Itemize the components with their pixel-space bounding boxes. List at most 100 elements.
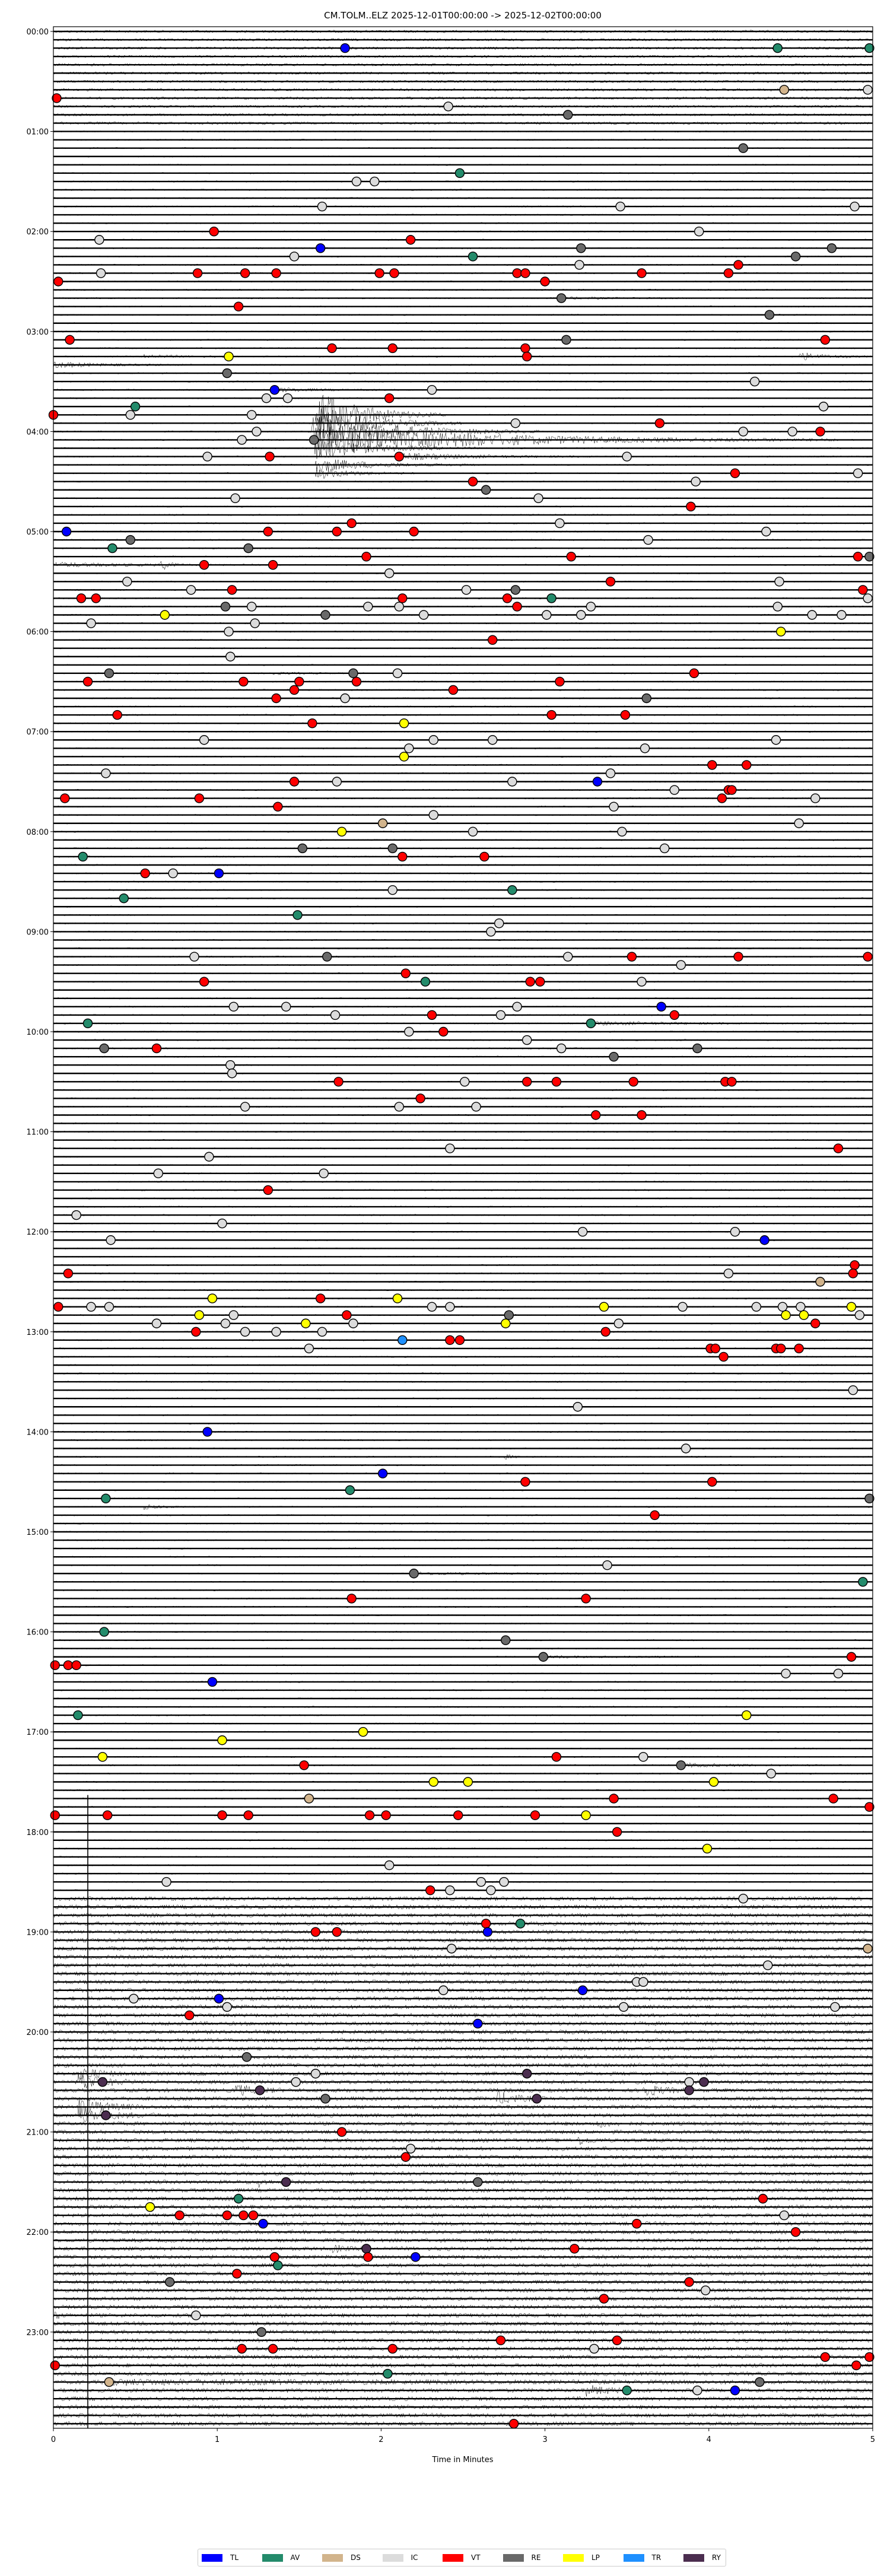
event-marker-IC (96, 268, 106, 278)
event-marker-VT (243, 1810, 253, 1820)
event-marker-LP (194, 1310, 205, 1320)
trace-row (53, 296, 873, 300)
trace-row (53, 2196, 873, 2202)
event-marker-VT (535, 977, 545, 987)
trace-row (53, 2062, 873, 2068)
event-marker-IC (467, 826, 478, 837)
event-marker-IC (694, 227, 704, 237)
event-marker-VT (828, 1793, 838, 1804)
event-marker-IC (153, 1168, 163, 1179)
trace-row (53, 714, 873, 716)
trace-row (53, 1272, 873, 1275)
event-marker-RE (125, 535, 136, 545)
trace-row (53, 1622, 873, 1625)
event-marker-IC (605, 768, 616, 778)
event-marker-DS (304, 1793, 314, 1804)
event-marker-VT (397, 851, 408, 862)
trace-row (53, 547, 873, 549)
event-marker-LP (702, 1843, 713, 1854)
legend-item-tr: TR (623, 2553, 661, 2562)
event-marker-VT (199, 560, 209, 570)
legend-label: AV (290, 2553, 300, 2562)
event-marker-IC (394, 602, 404, 612)
trace-row (53, 1239, 873, 1241)
event-marker-IC (106, 1235, 116, 1245)
event-marker-IC (738, 427, 749, 437)
event-marker-IC (291, 2077, 301, 2087)
trace-row (53, 2279, 873, 2285)
event-marker-IC (779, 2210, 790, 2221)
event-marker-IC (351, 176, 362, 187)
event-marker-IC (577, 1226, 588, 1237)
trace-row (53, 104, 873, 109)
trace-row (53, 1454, 873, 1459)
trace-row (53, 1664, 873, 1667)
trace-row (53, 2136, 873, 2145)
trace-row (53, 772, 873, 775)
legend-item-av: AV (262, 2553, 300, 2562)
event-marker-AV (467, 252, 478, 262)
event-marker-VT (53, 276, 63, 287)
event-marker-LP (599, 1302, 609, 1312)
event-marker-IC (419, 610, 429, 620)
trace-row (53, 2229, 873, 2235)
trace-row (53, 2304, 873, 2310)
trace-row (53, 1072, 873, 1074)
event-marker-IC (638, 1977, 648, 1987)
trace-row (53, 2338, 873, 2343)
trace-row (53, 1762, 873, 1768)
event-marker-IC (125, 410, 136, 420)
event-marker-RE (164, 2277, 175, 2287)
trace-row (53, 2037, 873, 2043)
event-marker-RE (576, 243, 586, 253)
trace-row (53, 138, 873, 141)
event-marker-VT (520, 268, 530, 278)
trace-row (53, 222, 873, 224)
x-tick-label: 0 (51, 2435, 56, 2444)
trace-row (53, 697, 873, 699)
trace-row (53, 113, 873, 117)
trace-row (53, 755, 873, 758)
trace-row (53, 322, 873, 325)
trace-row (53, 272, 873, 275)
trace-row (53, 1697, 873, 1700)
event-marker-AV (101, 1493, 111, 1504)
trace-row (53, 1064, 873, 1067)
trace-row (53, 387, 872, 393)
event-marker-IC (794, 818, 804, 828)
event-marker-IC (761, 526, 771, 537)
event-marker-RY (532, 2094, 542, 2104)
event-marker-VT (605, 577, 616, 587)
trace-row (53, 189, 873, 191)
event-marker-VT (307, 718, 317, 729)
event-marker-IC (837, 610, 847, 620)
trace-row (53, 1739, 873, 1741)
trace-row (53, 2171, 873, 2177)
event-marker-IC (533, 493, 543, 503)
trace-row (53, 605, 873, 608)
trace-row (53, 347, 873, 349)
trace-row (53, 2046, 873, 2052)
y-tick-label: 13:00 (27, 1328, 49, 1337)
trace-row (53, 897, 873, 899)
trace-row (53, 963, 873, 966)
trace-row (53, 1314, 873, 1316)
event-marker-IC (271, 1327, 281, 1337)
event-marker-VT (361, 551, 371, 562)
event-marker-IC (252, 427, 262, 437)
trace-row (53, 1564, 873, 1566)
event-marker-VT (628, 1077, 638, 1087)
event-marker-IC (446, 1944, 457, 1954)
event-marker-VT (612, 2335, 622, 2346)
trace-row (53, 197, 873, 199)
event-marker-VT (707, 1477, 717, 1487)
legend-label: DS (351, 2553, 361, 2562)
event-marker-IC (225, 651, 236, 662)
event-marker-DS (377, 818, 388, 828)
trace-row (53, 889, 873, 891)
trace-row (53, 1156, 873, 1158)
event-marker-VT (669, 1010, 679, 1020)
x-axis-label: Time in Minutes (431, 2456, 493, 2464)
trace-row (53, 1439, 873, 1442)
event-marker-VT (333, 1077, 344, 1087)
